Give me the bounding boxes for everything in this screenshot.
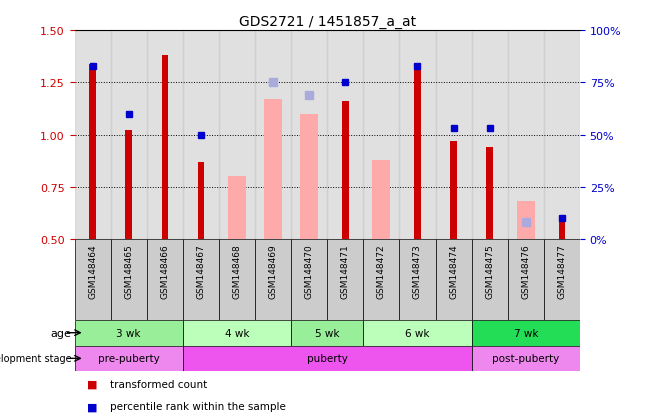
Bar	[450, 142, 457, 240]
Bar	[487, 148, 493, 240]
Bar	[228, 177, 246, 240]
Text: percentile rank within the sample: percentile rank within the sample	[110, 401, 286, 411]
Text: development stage: development stage	[0, 354, 71, 363]
Bar	[291, 320, 364, 346]
Bar	[342, 102, 349, 240]
Bar	[435, 31, 472, 240]
Bar	[364, 240, 399, 320]
Bar	[183, 346, 472, 371]
Text: 7 wk: 7 wk	[514, 328, 538, 338]
Bar	[327, 31, 364, 240]
Bar	[146, 31, 183, 240]
Bar	[219, 31, 255, 240]
Bar	[399, 31, 435, 240]
Bar	[75, 346, 183, 371]
Bar	[111, 31, 146, 240]
Bar	[291, 240, 327, 320]
Bar	[264, 100, 282, 240]
Text: GSM148468: GSM148468	[233, 244, 242, 298]
Bar	[373, 160, 390, 240]
Text: age: age	[51, 328, 71, 338]
Text: 3 wk: 3 wk	[117, 328, 141, 338]
Text: ■: ■	[87, 401, 98, 411]
Text: GSM148476: GSM148476	[521, 244, 530, 298]
Bar	[161, 56, 168, 240]
Bar	[255, 31, 291, 240]
Bar	[472, 240, 508, 320]
Bar	[472, 31, 508, 240]
Bar	[75, 320, 183, 346]
Text: GSM148473: GSM148473	[413, 244, 422, 298]
Text: GSM148470: GSM148470	[305, 244, 314, 298]
Text: pre-puberty: pre-puberty	[98, 354, 159, 363]
Bar	[75, 31, 111, 240]
Bar	[146, 240, 183, 320]
Text: GSM148469: GSM148469	[268, 244, 277, 298]
Bar	[559, 223, 565, 240]
Text: post-puberty: post-puberty	[492, 354, 559, 363]
Text: transformed count: transformed count	[110, 379, 207, 389]
Bar	[126, 131, 132, 240]
Bar	[75, 240, 111, 320]
Text: GSM148472: GSM148472	[377, 244, 386, 298]
Text: GSM148467: GSM148467	[196, 244, 205, 298]
Bar	[364, 31, 399, 240]
Text: 6 wk: 6 wk	[405, 328, 430, 338]
Text: 5 wk: 5 wk	[315, 328, 340, 338]
Bar	[183, 31, 219, 240]
Text: GSM148465: GSM148465	[124, 244, 133, 298]
Bar	[414, 71, 421, 240]
Text: ■: ■	[87, 379, 98, 389]
Bar	[183, 240, 219, 320]
Bar	[508, 240, 544, 320]
Bar	[89, 64, 96, 240]
Bar	[183, 320, 291, 346]
Text: GSM148466: GSM148466	[160, 244, 169, 298]
Text: 4 wk: 4 wk	[225, 328, 249, 338]
Text: GSM148471: GSM148471	[341, 244, 350, 298]
Bar	[544, 240, 580, 320]
Bar	[111, 240, 146, 320]
Bar	[472, 320, 580, 346]
Bar	[472, 346, 580, 371]
Bar	[198, 162, 204, 240]
Bar	[327, 240, 364, 320]
Bar	[219, 240, 255, 320]
Title: GDS2721 / 1451857_a_at: GDS2721 / 1451857_a_at	[238, 14, 416, 28]
Bar	[435, 240, 472, 320]
Bar	[255, 240, 291, 320]
Bar	[399, 240, 435, 320]
Bar	[364, 320, 472, 346]
Bar	[544, 31, 580, 240]
Bar	[508, 31, 544, 240]
Bar	[517, 202, 535, 240]
Text: GSM148474: GSM148474	[449, 244, 458, 298]
Text: puberty: puberty	[307, 354, 348, 363]
Text: GSM148464: GSM148464	[88, 244, 97, 298]
Text: GSM148477: GSM148477	[557, 244, 566, 298]
Text: GSM148475: GSM148475	[485, 244, 494, 298]
Bar	[291, 31, 327, 240]
Bar	[300, 114, 318, 240]
